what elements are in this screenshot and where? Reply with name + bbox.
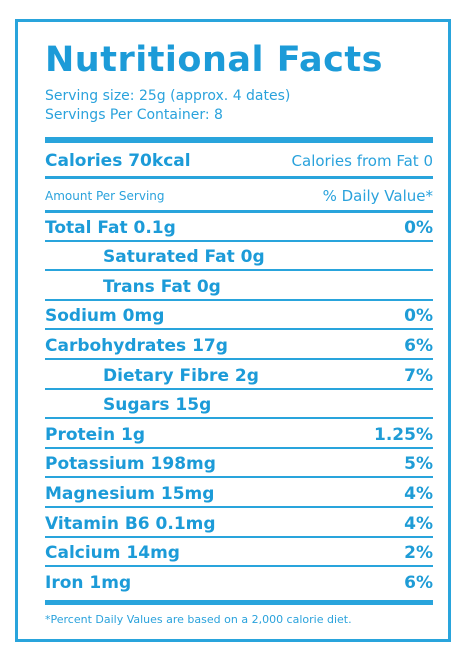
nutrient-daily-value: 4% [404, 513, 433, 534]
row-divider [45, 476, 433, 479]
nutrient-label: Iron 1mg [45, 572, 132, 593]
amount-per-serving: Amount Per Serving [45, 189, 165, 203]
serving-info: Serving size: 25g (approx. 4 dates) Serv… [45, 87, 290, 125]
calories-from-fat: Calories from Fat 0 [291, 152, 433, 170]
nutrient-label: Sodium 0mg [45, 306, 165, 327]
nutrient-label: Sugars 15g [103, 395, 212, 416]
nutrient-daily-value: 2% [404, 543, 433, 564]
row-divider [45, 269, 433, 272]
divider [45, 176, 433, 179]
serving-size: Serving size: 25g (approx. 4 dates) [45, 88, 291, 104]
footnote: *Percent Daily Values are based on a 2,0… [45, 613, 352, 626]
nutrient-daily-value: 4% [404, 483, 433, 504]
label-title: Nutritional Facts [45, 40, 383, 80]
bottom-divider [45, 600, 433, 605]
nutrient-row: Vitamin B6 0.1mg 4% [45, 510, 433, 537]
nutrient-label: Total Fat 0.1g [45, 217, 176, 238]
nutrient-label: Magnesium 15mg [45, 483, 215, 504]
nutrient-label: Carbohydrates 17g [45, 335, 228, 356]
calories-label: Calories 70kcal [45, 151, 191, 171]
nutrient-row: Trans Fat 0g [45, 273, 433, 300]
nutrient-row: Protein 1g 1.25% [45, 421, 433, 448]
nutrient-daily-value: 0% [404, 306, 433, 327]
nutrient-label: Potassium 198mg [45, 454, 216, 475]
nutrient-label: Protein 1g [45, 424, 146, 445]
nutrient-label: Trans Fat 0g [103, 276, 221, 297]
nutrient-row: Sodium 0mg 0% [45, 303, 433, 330]
nutrient-row: Dietary Fibre 2g 7% [45, 362, 433, 389]
row-divider [45, 446, 433, 449]
nutrient-label: Dietary Fibre 2g [103, 365, 259, 386]
nutrient-daily-value: 6% [404, 572, 433, 593]
nutrition-panel-border [15, 19, 451, 642]
nutrient-label: Saturated Fat 0g [103, 247, 265, 268]
thick-divider [45, 137, 433, 143]
nutrient-daily-value: 1.25% [374, 424, 433, 445]
row-divider [45, 387, 433, 390]
nutrient-label: Vitamin B6 0.1mg [45, 513, 216, 534]
daily-value-header: % Daily Value* [322, 187, 433, 205]
row-divider [45, 358, 433, 360]
row-divider [45, 506, 433, 508]
nutrient-daily-value: 6% [404, 335, 433, 356]
nutrient-row: Sugars 15g [45, 392, 433, 419]
row-divider [45, 298, 433, 301]
nutrient-row: Magnesium 15mg 4% [45, 480, 433, 507]
nutrient-row: Calcium 14mg 2% [45, 540, 433, 567]
nutrient-row: Iron 1mg 6% [45, 569, 433, 596]
nutrient-row: Total Fat 0.1g 0% [45, 214, 433, 241]
nutrient-row: Potassium 198mg 5% [45, 451, 433, 478]
nutrient-daily-value: 5% [404, 454, 433, 475]
row-divider [45, 417, 433, 420]
nutrient-row: Saturated Fat 0g [45, 244, 433, 271]
nutrient-daily-value: 0% [404, 217, 433, 238]
calories-row: Calories 70kcal Calories from Fat 0 [45, 149, 433, 173]
nutrient-daily-value: 7% [404, 365, 433, 386]
row-divider [45, 210, 433, 213]
nutrient-label: Calcium 14mg [45, 543, 180, 564]
servings-per-container: Servings Per Container: 8 [45, 107, 223, 123]
daily-value-header-row: Amount Per Serving % Daily Value* [45, 184, 433, 208]
row-divider [45, 239, 433, 242]
row-divider [45, 565, 433, 568]
nutrient-row: Carbohydrates 17g 6% [45, 332, 433, 359]
row-divider [45, 535, 433, 538]
row-divider [45, 328, 433, 331]
